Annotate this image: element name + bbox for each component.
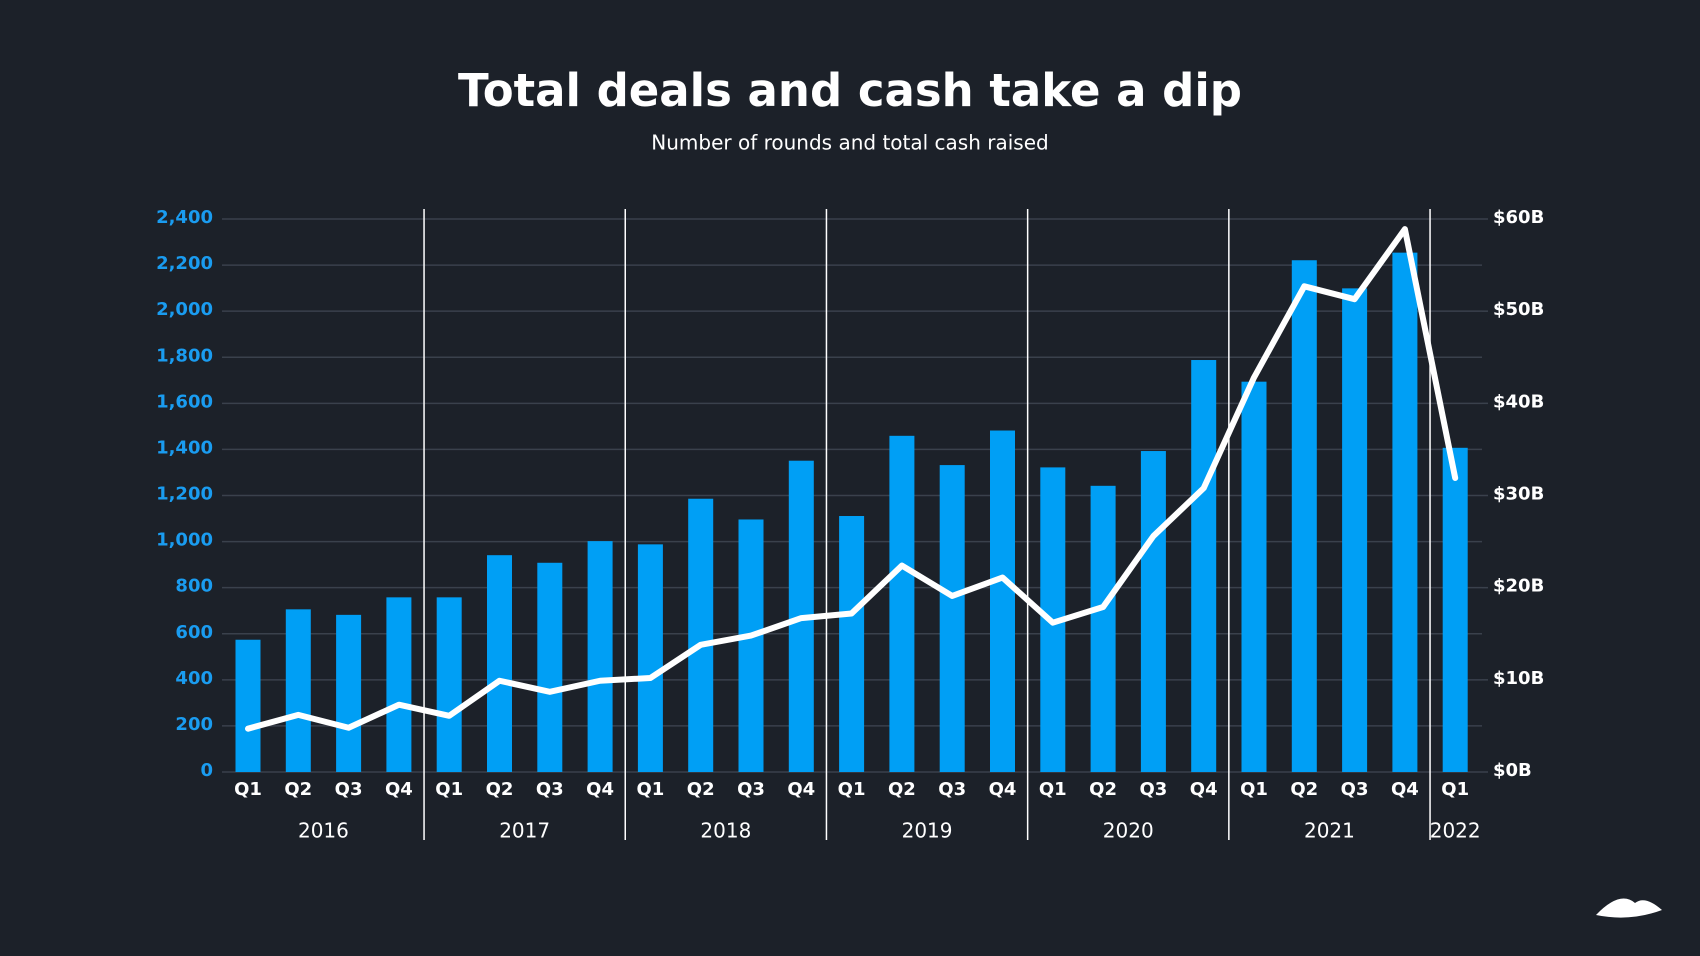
x-tick-label: Q4	[1391, 779, 1419, 800]
x-tick-label: Q3	[335, 779, 363, 800]
x-tick-label: Q1	[1441, 779, 1469, 800]
x-tick-label: Q1	[435, 779, 463, 800]
y-tick-label: 2,400	[156, 207, 213, 228]
x-tick-label: Q1	[1039, 779, 1067, 800]
bar	[1291, 260, 1317, 772]
bar	[285, 609, 311, 772]
y-tick-label: 600	[175, 622, 213, 643]
bar	[1191, 360, 1217, 772]
bar	[587, 541, 613, 772]
bar	[990, 430, 1015, 772]
x-tick-label: Q3	[737, 779, 765, 800]
x-tick-label: Q4	[385, 779, 413, 800]
y-tick-label: 1,400	[156, 437, 213, 458]
bar	[1140, 451, 1166, 772]
y-tick-label: 1,600	[156, 391, 213, 412]
bar	[688, 498, 714, 772]
bar	[487, 555, 512, 772]
x-group-label: 2017	[499, 819, 550, 843]
x-tick-label: Q3	[1341, 779, 1369, 800]
x-tick-label: Q1	[1240, 779, 1268, 800]
x-group-label: 2021	[1304, 819, 1355, 843]
x-tick-label: Q4	[787, 779, 815, 800]
x-tick-label: Q2	[1089, 779, 1117, 800]
y-tick-label: 0	[200, 760, 213, 781]
x-tick-label: Q3	[536, 779, 564, 800]
y-tick-label: 1,200	[156, 484, 213, 505]
bar	[839, 516, 865, 772]
y2-tick-label: $40B	[1493, 391, 1544, 412]
y-tick-label: 2,200	[156, 253, 213, 274]
bar	[738, 519, 764, 772]
x-tick-label: Q1	[636, 779, 664, 800]
x-group-label: 2022	[1430, 819, 1481, 843]
y2-tick-label: $50B	[1493, 299, 1544, 320]
bar	[436, 597, 462, 772]
x-tick-label: Q2	[687, 779, 715, 800]
y-tick-label: 1,800	[156, 345, 213, 366]
y2-tick-label: $60B	[1493, 207, 1544, 228]
x-group-label: 2019	[902, 819, 953, 843]
y-tick-label: 400	[175, 668, 213, 689]
chart-title: Total deals and cash take a dip	[458, 64, 1242, 117]
bar	[386, 597, 412, 772]
x-tick-label: Q4	[1190, 779, 1218, 800]
y-tick-label: 800	[175, 576, 213, 597]
x-tick-label: Q1	[838, 779, 866, 800]
bar	[939, 465, 965, 772]
bar	[537, 562, 563, 772]
y2-tick-label: $30B	[1493, 484, 1544, 505]
y2-tick-label: $10B	[1493, 668, 1544, 689]
bar	[235, 639, 261, 772]
x-tick-label: Q2	[284, 779, 312, 800]
x-group-label: 2018	[700, 819, 751, 843]
x-tick-label: Q2	[486, 779, 514, 800]
bar	[1241, 381, 1267, 772]
bar	[1090, 485, 1116, 772]
y-tick-label: 2,000	[156, 299, 213, 320]
y-tick-label: 1,000	[156, 530, 213, 551]
x-tick-label: Q3	[938, 779, 966, 800]
x-tick-label: Q2	[1290, 779, 1318, 800]
x-tick-label: Q1	[234, 779, 262, 800]
x-tick-label: Q2	[888, 779, 916, 800]
y-tick-label: 200	[175, 714, 213, 735]
chart-subtitle: Number of rounds and total cash raised	[651, 131, 1048, 155]
bar	[1442, 447, 1468, 772]
x-tick-label: Q4	[586, 779, 614, 800]
bar	[336, 614, 362, 772]
bar	[637, 544, 663, 772]
line	[245, 226, 1459, 732]
bar	[1342, 288, 1368, 772]
bar	[889, 435, 915, 772]
x-tick-label: Q3	[1139, 779, 1167, 800]
y2-tick-label: $20B	[1493, 576, 1544, 597]
logo	[1596, 898, 1662, 918]
x-group-label: 2016	[298, 819, 349, 843]
x-group-label: 2020	[1103, 819, 1154, 843]
bar	[1392, 252, 1418, 772]
y2-tick-label: $0B	[1493, 760, 1532, 781]
x-tick-label: Q4	[989, 779, 1017, 800]
